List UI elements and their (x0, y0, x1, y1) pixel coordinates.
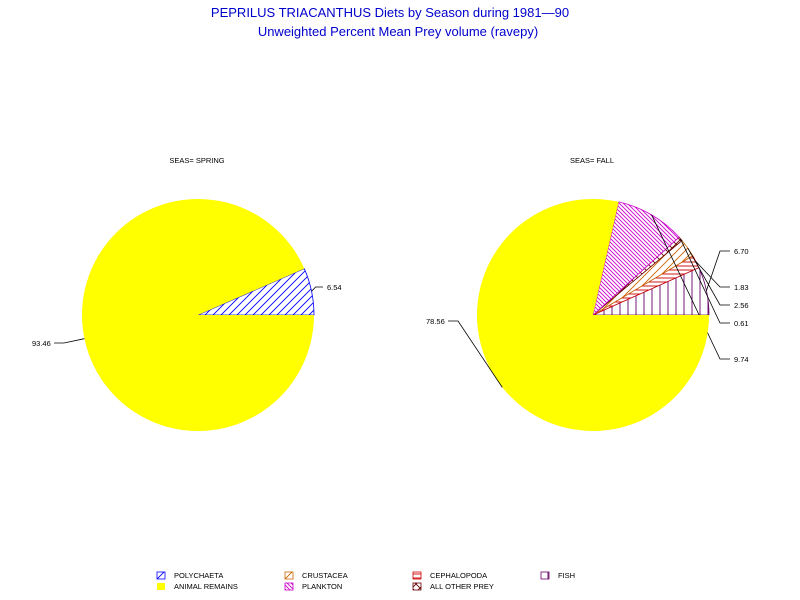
pie-leader-line (680, 238, 730, 324)
pie-slice-animal-remains (477, 199, 709, 432)
legend-label: POLYCHAETA (174, 571, 223, 580)
pie-leader-line (651, 214, 730, 360)
legend-item-crustacea: CRUSTACEA (284, 571, 348, 580)
legend-item-plankton: PLANKTON (284, 582, 342, 591)
legend-label: CEPHALOPODA (430, 571, 487, 580)
pie-slice-label-fish: 6.70 (734, 247, 749, 256)
legend-item-cephalopoda: CEPHALOPODA (412, 571, 487, 580)
pie-panel-label: SEAS= FALL (570, 156, 614, 165)
legend-label: ALL OTHER PREY (430, 582, 494, 591)
legend: POLYCHAETA CRUSTACEA CEPHALOPODA FISH ANIMAL… (156, 571, 575, 591)
pie-slice-label-crustacea: 2.56 (734, 301, 749, 310)
legend-swatch (157, 583, 165, 590)
legend-swatch (412, 582, 422, 591)
pie-leader-line (448, 320, 503, 388)
pie-slice-label-animal-remains: 78.56 (426, 317, 445, 326)
pie-leader-line (54, 338, 85, 344)
pie-slice-polychaeta (197, 268, 315, 316)
pie-slice-label-polychaeta: 6.54 (327, 283, 342, 292)
chart-title: PEPRILUS TRIACANTHUS Diets by Season dur… (211, 5, 569, 20)
pie-leader-line (695, 261, 730, 288)
legend-item-polychaeta: POLYCHAETA (156, 571, 223, 580)
legend-item-animal-remains: ANIMAL REMAINS (157, 582, 238, 591)
legend-swatch (156, 571, 166, 580)
pie-seas-spring: SEAS= SPRING 6.54 93.46 (32, 156, 342, 432)
legend-item-all-other-prey: ALL OTHER PREY (412, 582, 494, 591)
pie-slice-label-all-other-prey: 0.61 (734, 319, 749, 328)
pies: SEAS= SPRING 6.54 93.46 SEAS= FALL 6.70 1.83 2… (32, 156, 749, 432)
legend-label: FISH (558, 571, 575, 580)
legend-label: ANIMAL REMAINS (174, 582, 238, 591)
legend-label: PLANKTON (302, 582, 342, 591)
pie-slice-plankton (592, 201, 680, 317)
legend-label: CRUSTACEA (302, 571, 348, 580)
legend-item-fish: FISH (540, 571, 575, 580)
pie-leader-line (311, 286, 323, 292)
pie-slice-label-cephalopoda: 1.83 (734, 283, 749, 292)
legend-swatch (284, 582, 294, 591)
legend-swatch (284, 571, 294, 580)
pie-seas-fall: SEAS= FALL 6.70 1.83 2.56 0.61 9.74 78.56 (426, 156, 749, 432)
legend-swatch (412, 571, 422, 580)
pie-panel-label: SEAS= SPRING (169, 156, 224, 165)
pie-leader-line (687, 247, 730, 306)
pie-slice-label-plankton: 9.74 (734, 355, 749, 364)
pie-slice-animal-remains (81, 199, 314, 432)
chart-subtitle: Unweighted Percent Mean Prey volume (rav… (258, 24, 538, 39)
legend-swatch (540, 571, 550, 580)
pie-slice-label-animal-remains: 93.46 (32, 339, 51, 348)
